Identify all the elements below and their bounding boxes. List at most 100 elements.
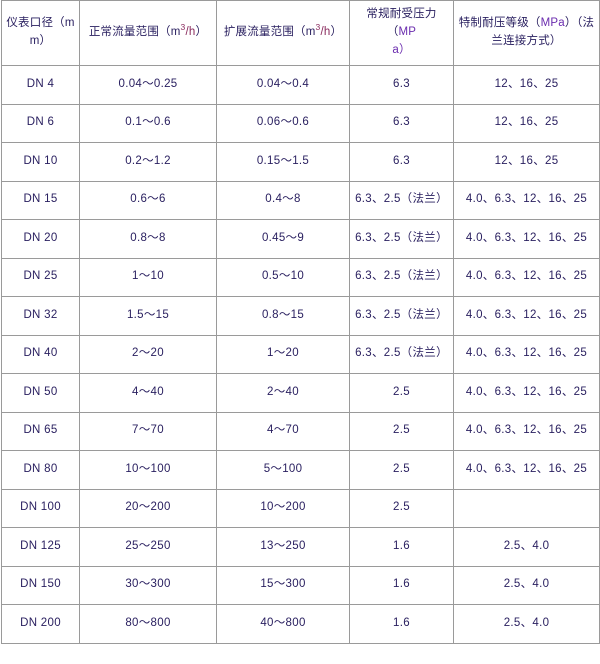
header-text-prefix: 扩展流量范围（ xyxy=(223,26,306,39)
header-text-suffix: ） xyxy=(330,26,343,39)
cell-dn: DN 50 xyxy=(1,373,80,413)
table-row: DN 50 4～40 2～40 2.5 4.0、6.3、12、16、25 xyxy=(1,373,600,413)
table-row: DN 4 0.04～0.25 0.04～0.4 6.3 12、16、25 xyxy=(1,65,600,105)
header-text-suffix: ）（法兰连接方式） xyxy=(491,17,595,47)
cell-normal_pressure: 2.5 xyxy=(349,450,454,490)
cell-normal_pressure: 2.5 xyxy=(349,488,454,528)
cell-normal_pressure: 6.3 xyxy=(349,142,454,182)
cell-normal_range: 0.04～0.25 xyxy=(79,65,217,105)
cell-special_pressure: 12、16、25 xyxy=(453,103,600,143)
cell-normal_range: 2～20 xyxy=(79,334,217,374)
cell-special_pressure: 4.0、6.3、12、16、25 xyxy=(453,450,600,490)
footnote-cropped-text xyxy=(26,652,446,664)
cell-extended_range: 0.5～10 xyxy=(216,257,350,297)
flowmeter-specification-table: 仪表口径（m m） 正常流量范围（m3/h） 扩展流量范围（m3/h） 常规耐受… xyxy=(1,0,600,644)
cell-normal_range: 4～40 xyxy=(79,373,217,413)
table-row: DN 32 1.5～15 0.8～15 6.3、2.5（法兰） 4.0、6.3、12、1… xyxy=(1,296,600,336)
table-row: DN 100 20～200 10～200 2.5 xyxy=(1,488,600,528)
cell-special_pressure: 4.0、6.3、12、16、25 xyxy=(453,180,600,220)
cell-extended_range: 2～40 xyxy=(216,373,350,413)
cell-dn: DN 10 xyxy=(1,142,80,182)
table-row: DN 80 10～100 5～100 2.5 4.0、6.3、12、16、25 xyxy=(1,450,600,490)
cell-normal_range: 1.5～15 xyxy=(79,296,217,336)
cell-special_pressure: 4.0、6.3、12、16、25 xyxy=(453,296,600,336)
header-text-prefix: 常规耐受压力（ xyxy=(366,8,437,39)
column-header-normal-pressure-rating: 常规耐受压力（MP a） xyxy=(349,0,454,66)
unit-cubic-meter-per-hour: m3/h xyxy=(171,23,196,39)
cell-dn: DN 65 xyxy=(1,411,80,451)
cell-normal_range: 10～100 xyxy=(79,450,217,490)
header-line-2: m） xyxy=(29,35,52,47)
cell-extended_range: 13～250 xyxy=(216,527,350,567)
table-row: DN 65 7～70 4～70 2.5 4.0、6.3、12、16、25 xyxy=(1,411,600,451)
cell-normal_range: 7～70 xyxy=(79,411,217,451)
cell-extended_range: 5～100 xyxy=(216,450,350,490)
cell-extended_range: 15～300 xyxy=(216,565,350,605)
cell-special_pressure: 4.0、6.3、12、16、25 xyxy=(453,334,600,374)
cell-normal_pressure: 6.3、2.5（法兰） xyxy=(349,219,454,259)
cell-extended_range: 0.45～9 xyxy=(216,219,350,259)
header-line-1: 仪表口径（m xyxy=(6,17,75,30)
cell-special_pressure xyxy=(453,488,600,528)
cell-dn: DN 15 xyxy=(1,180,80,220)
unit-per-hour: /h xyxy=(320,26,331,39)
cell-extended_range: 0.04～0.4 xyxy=(216,65,350,105)
cell-normal_pressure: 6.3、2.5（法兰） xyxy=(349,257,454,297)
table-row: DN 15 0.6～6 0.4～8 6.3、2.5（法兰） 4.0、6.3、12、16、… xyxy=(1,180,600,220)
table-row: DN 10 0.2～1.2 0.15～1.5 6.3 12、16、25 xyxy=(1,142,600,182)
cell-normal_range: 0.8～8 xyxy=(79,219,217,259)
cell-dn: DN 6 xyxy=(1,103,80,143)
header-text-prefix: 正常流量范围（ xyxy=(88,26,171,39)
header-row: 仪表口径（m m） 正常流量范围（m3/h） 扩展流量范围（m3/h） 常规耐受… xyxy=(1,0,600,66)
cell-dn: DN 100 xyxy=(1,488,80,528)
cell-normal_pressure: 6.3、2.5（法兰） xyxy=(349,334,454,374)
table-row: DN 6 0.1～0.6 0.06～0.6 6.3 12、16、25 xyxy=(1,103,600,143)
column-header-special-pressure-rating: 特制耐压等级（MPa）（法兰连接方式） xyxy=(453,0,600,66)
cell-special_pressure: 4.0、6.3、12、16、25 xyxy=(453,373,600,413)
cell-extended_range: 1～20 xyxy=(216,334,350,374)
cell-normal_pressure: 6.3、2.5（法兰） xyxy=(349,296,454,336)
cell-dn: DN 25 xyxy=(1,257,80,297)
cell-dn: DN 20 xyxy=(1,219,80,259)
cell-special_pressure: 2.5、4.0 xyxy=(453,527,600,567)
cell-extended_range: 0.4～8 xyxy=(216,180,350,220)
unit-mpa: MPa xyxy=(540,17,565,30)
cell-normal_range: 80～800 xyxy=(79,604,217,644)
cell-extended_range: 4～70 xyxy=(216,411,350,451)
cell-dn: DN 125 xyxy=(1,527,80,567)
table-row: DN 25 1～10 0.5～10 6.3、2.5（法兰） 4.0、6.3、12、16、… xyxy=(1,257,600,297)
cell-normal_range: 0.1～0.6 xyxy=(79,103,217,143)
cell-dn: DN 40 xyxy=(1,334,80,374)
cell-normal_pressure: 6.3、2.5（法兰） xyxy=(349,180,454,220)
table-row: DN 20 0.8～8 0.45～9 6.3、2.5（法兰） 4.0、6.3、12、16… xyxy=(1,219,600,259)
cell-special_pressure: 4.0、6.3、12、16、25 xyxy=(453,219,600,259)
cell-dn: DN 4 xyxy=(1,65,80,105)
unit-per-hour: /h xyxy=(185,26,196,39)
cell-extended_range: 0.15～1.5 xyxy=(216,142,350,182)
unit-mpa: MP xyxy=(398,26,417,39)
column-header-extended-flow-range: 扩展流量范围（m3/h） xyxy=(216,0,350,66)
cell-special_pressure: 12、16、25 xyxy=(453,65,600,105)
header-text-suffix: ） xyxy=(195,26,208,39)
cell-normal_pressure: 1.6 xyxy=(349,604,454,644)
cell-normal_pressure: 6.3 xyxy=(349,65,454,105)
cell-dn: DN 80 xyxy=(1,450,80,490)
table-header: 仪表口径（m m） 正常流量范围（m3/h） 扩展流量范围（m3/h） 常规耐受… xyxy=(1,0,600,66)
cell-special_pressure: 4.0、6.3、12、16、25 xyxy=(453,411,600,451)
cell-normal_range: 0.2～1.2 xyxy=(79,142,217,182)
table-row: DN 150 30～300 15～300 1.6 2.5、4.0 xyxy=(1,565,600,605)
cell-normal_range: 0.6～6 xyxy=(79,180,217,220)
unit-m: m xyxy=(305,26,316,39)
cell-normal_range: 20～200 xyxy=(79,488,217,528)
cell-special_pressure: 4.0、6.3、12、16、25 xyxy=(453,257,600,297)
unit-exponent: 3 xyxy=(315,22,321,33)
table-row: DN 125 25～250 13～250 1.6 2.5、4.0 xyxy=(1,527,600,567)
cell-normal_pressure: 2.5 xyxy=(349,411,454,451)
cell-extended_range: 10～200 xyxy=(216,488,350,528)
cell-normal_range: 30～300 xyxy=(79,565,217,605)
table-row: DN 200 80～800 40～800 1.6 2.5、4.0 xyxy=(1,604,600,644)
cell-dn: DN 32 xyxy=(1,296,80,336)
cell-normal_pressure: 6.3 xyxy=(349,103,454,143)
header-text-suffix: a） xyxy=(392,43,411,56)
